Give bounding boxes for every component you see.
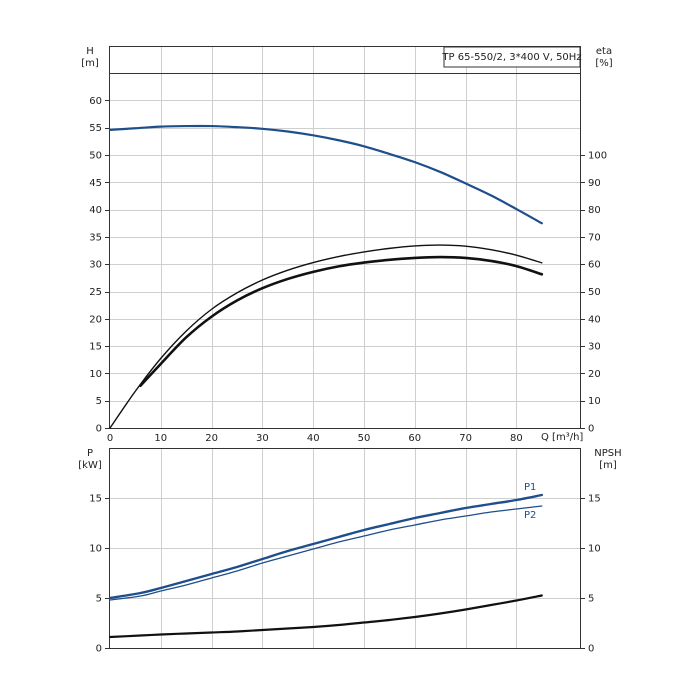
- top-left-tick-label: 40: [89, 205, 102, 216]
- top-right-tick-label: 0: [588, 424, 594, 435]
- bottom-left-tick-label: 5: [96, 594, 102, 605]
- top-right-tick-label: 40: [588, 314, 601, 325]
- top-right-tick-label: 30: [588, 342, 601, 353]
- top-right-tick-label: 50: [588, 287, 601, 298]
- top-left-tick-label: 55: [89, 123, 102, 134]
- head-efficiency-tick-labels: 0 10 20 30 40 50 60 70 80 0 5 10 15 20 25 30 35 40 45 50 55 6…: [89, 96, 607, 444]
- head-efficiency-series: [108, 124, 544, 429]
- bottom-left-tick-label: 10: [89, 544, 102, 555]
- efficiency-axis-unit: [%]: [595, 58, 612, 69]
- title-box: [443, 46, 581, 68]
- power-npsh-tick-labels: 0 5 10 15 0 5 10 15: [89, 494, 600, 655]
- power-npsh-series: [108, 493, 543, 639]
- head-efficiency-grid: [110, 47, 580, 428]
- x-tick-label: 50: [358, 433, 371, 444]
- head-axis-label: H: [86, 46, 94, 57]
- top-left-tick-label: 35: [89, 232, 102, 243]
- bottom-right-tick-label: 0: [588, 644, 594, 655]
- top-left-tick-label: 10: [89, 369, 102, 380]
- top-right-tick-label: 100: [588, 151, 607, 162]
- x-tick-label: 20: [205, 433, 218, 444]
- bottom-series-2-line: [108, 594, 543, 639]
- bottom-left-tick-label: 0: [96, 644, 102, 655]
- power-npsh-grid: [110, 449, 580, 648]
- p2-series-label: P2: [524, 510, 536, 521]
- top-series-2-line: [139, 255, 544, 387]
- x-tick-label: 30: [256, 433, 269, 444]
- power-npsh-chart: P [kW] NPSH [m] 0 5 10 15 0 5 10 15 P1 P2: [78, 448, 622, 655]
- x-tick-label: 0: [107, 433, 113, 444]
- bottom-right-tick-label: 5: [588, 594, 594, 605]
- head-efficiency-chart: TP 65-550/2, 3*400 V, 50Hz H [m] eta [%]…: [81, 46, 613, 444]
- top-left-tick-label: 15: [89, 342, 102, 353]
- chart-title: TP 65-550/2, 3*400 V, 50Hz: [441, 52, 581, 63]
- efficiency-axis-label: eta: [596, 46, 612, 57]
- top-series-1-line: [109, 244, 543, 429]
- top-series-0-line: [108, 124, 543, 225]
- npsh-axis-unit: [m]: [599, 460, 617, 471]
- top-left-tick-label: 5: [96, 396, 102, 407]
- x-tick-label: 80: [510, 433, 523, 444]
- top-left-tick-label: 20: [89, 314, 102, 325]
- top-right-tick-label: 60: [588, 260, 601, 271]
- top-right-tick-label: 20: [588, 369, 601, 380]
- top-right-tick-label: 70: [588, 232, 601, 243]
- flow-axis-label: Q [m³/h]: [541, 432, 583, 443]
- power-axis-label: P: [87, 448, 93, 459]
- head-axis-unit: [m]: [81, 58, 99, 69]
- top-left-tick-label: 0: [96, 424, 102, 435]
- top-right-tick-label: 80: [588, 205, 601, 216]
- top-right-tick-label: 10: [588, 396, 601, 407]
- x-tick-label: 70: [459, 433, 472, 444]
- bottom-series-0-line: [108, 493, 543, 600]
- top-left-tick-label: 60: [89, 96, 102, 107]
- top-left-tick-label: 25: [89, 287, 102, 298]
- x-tick-label: 60: [408, 433, 421, 444]
- x-tick-label: 10: [154, 433, 167, 444]
- top-left-tick-label: 45: [89, 178, 102, 189]
- bottom-right-tick-label: 15: [588, 494, 601, 505]
- x-tick-label: 40: [307, 433, 320, 444]
- bottom-left-tick-label: 15: [89, 494, 102, 505]
- power-axis-unit: [kW]: [78, 460, 102, 471]
- top-left-tick-label: 30: [89, 260, 102, 271]
- npsh-axis-label: NPSH: [594, 448, 621, 459]
- bottom-right-tick-label: 10: [588, 544, 601, 555]
- top-right-tick-label: 90: [588, 178, 601, 189]
- top-left-tick-label: 50: [89, 151, 102, 162]
- p1-series-label: P1: [524, 482, 536, 493]
- bottom-series-1-line: [109, 505, 543, 601]
